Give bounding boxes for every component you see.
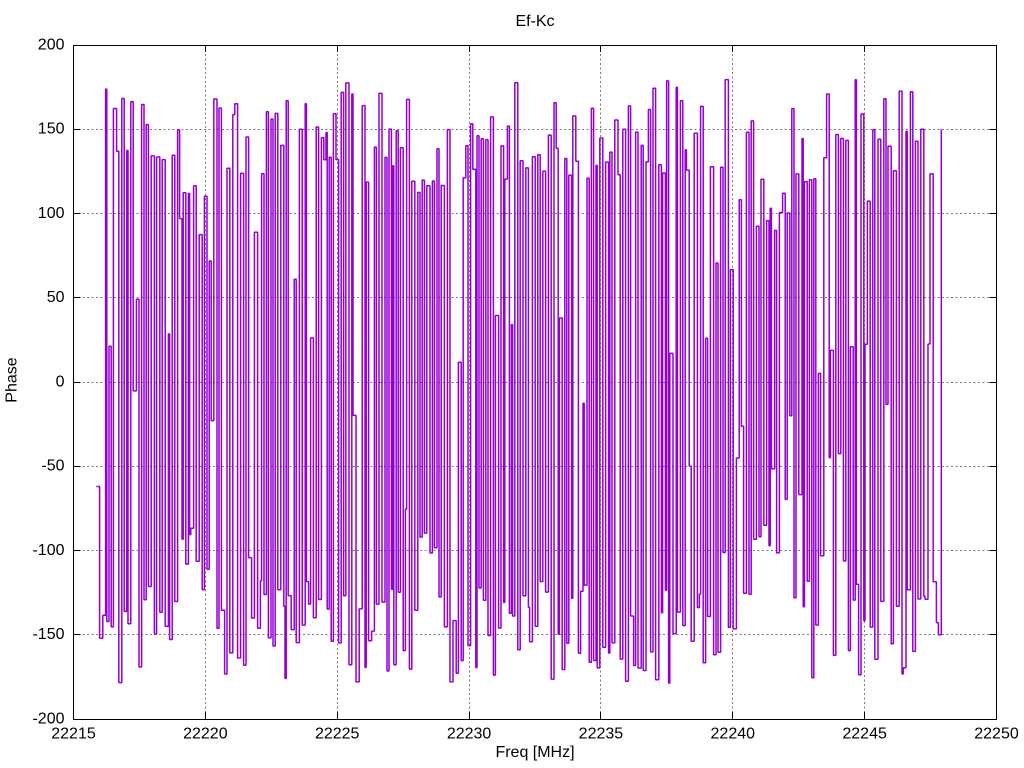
svg-text:0: 0	[56, 373, 65, 390]
svg-text:-100: -100	[32, 542, 64, 559]
svg-text:50: 50	[47, 289, 65, 306]
svg-text:22215: 22215	[51, 726, 96, 743]
svg-text:22245: 22245	[842, 726, 887, 743]
svg-text:22240: 22240	[711, 726, 756, 743]
svg-text:22225: 22225	[315, 726, 360, 743]
svg-text:150: 150	[38, 121, 65, 138]
svg-text:22235: 22235	[579, 726, 624, 743]
svg-text:22230: 22230	[447, 726, 492, 743]
svg-text:-200: -200	[32, 710, 64, 727]
svg-text:22220: 22220	[183, 726, 228, 743]
svg-text:Ef-Kc: Ef-Kc	[515, 13, 554, 30]
svg-text:-50: -50	[41, 458, 64, 475]
svg-text:22250: 22250	[974, 726, 1019, 743]
svg-text:Phase: Phase	[4, 357, 21, 402]
svg-text:100: 100	[38, 205, 65, 222]
svg-text:200: 200	[38, 36, 65, 53]
svg-text:Freq [MHz]: Freq [MHz]	[495, 744, 574, 761]
svg-text:-150: -150	[32, 626, 64, 643]
